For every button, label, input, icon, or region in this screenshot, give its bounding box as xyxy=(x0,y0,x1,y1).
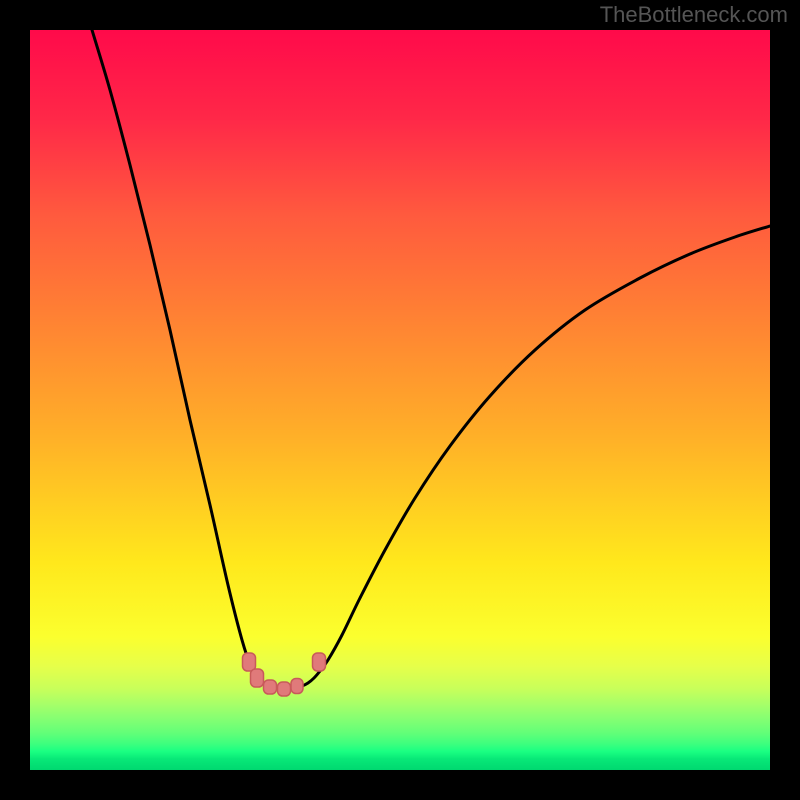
curve-marker xyxy=(278,682,291,696)
curve-marker xyxy=(243,653,256,671)
curve-marker xyxy=(251,669,264,687)
curve-marker xyxy=(313,653,326,671)
plot-area xyxy=(30,30,770,770)
curve-svg xyxy=(30,30,770,770)
bottleneck-curve xyxy=(92,30,770,688)
watermark-text: TheBottleneck.com xyxy=(600,2,788,28)
curve-marker xyxy=(291,679,303,694)
curve-markers xyxy=(243,653,326,696)
curve-marker xyxy=(264,680,277,694)
chart-container: TheBottleneck.com xyxy=(0,0,800,800)
